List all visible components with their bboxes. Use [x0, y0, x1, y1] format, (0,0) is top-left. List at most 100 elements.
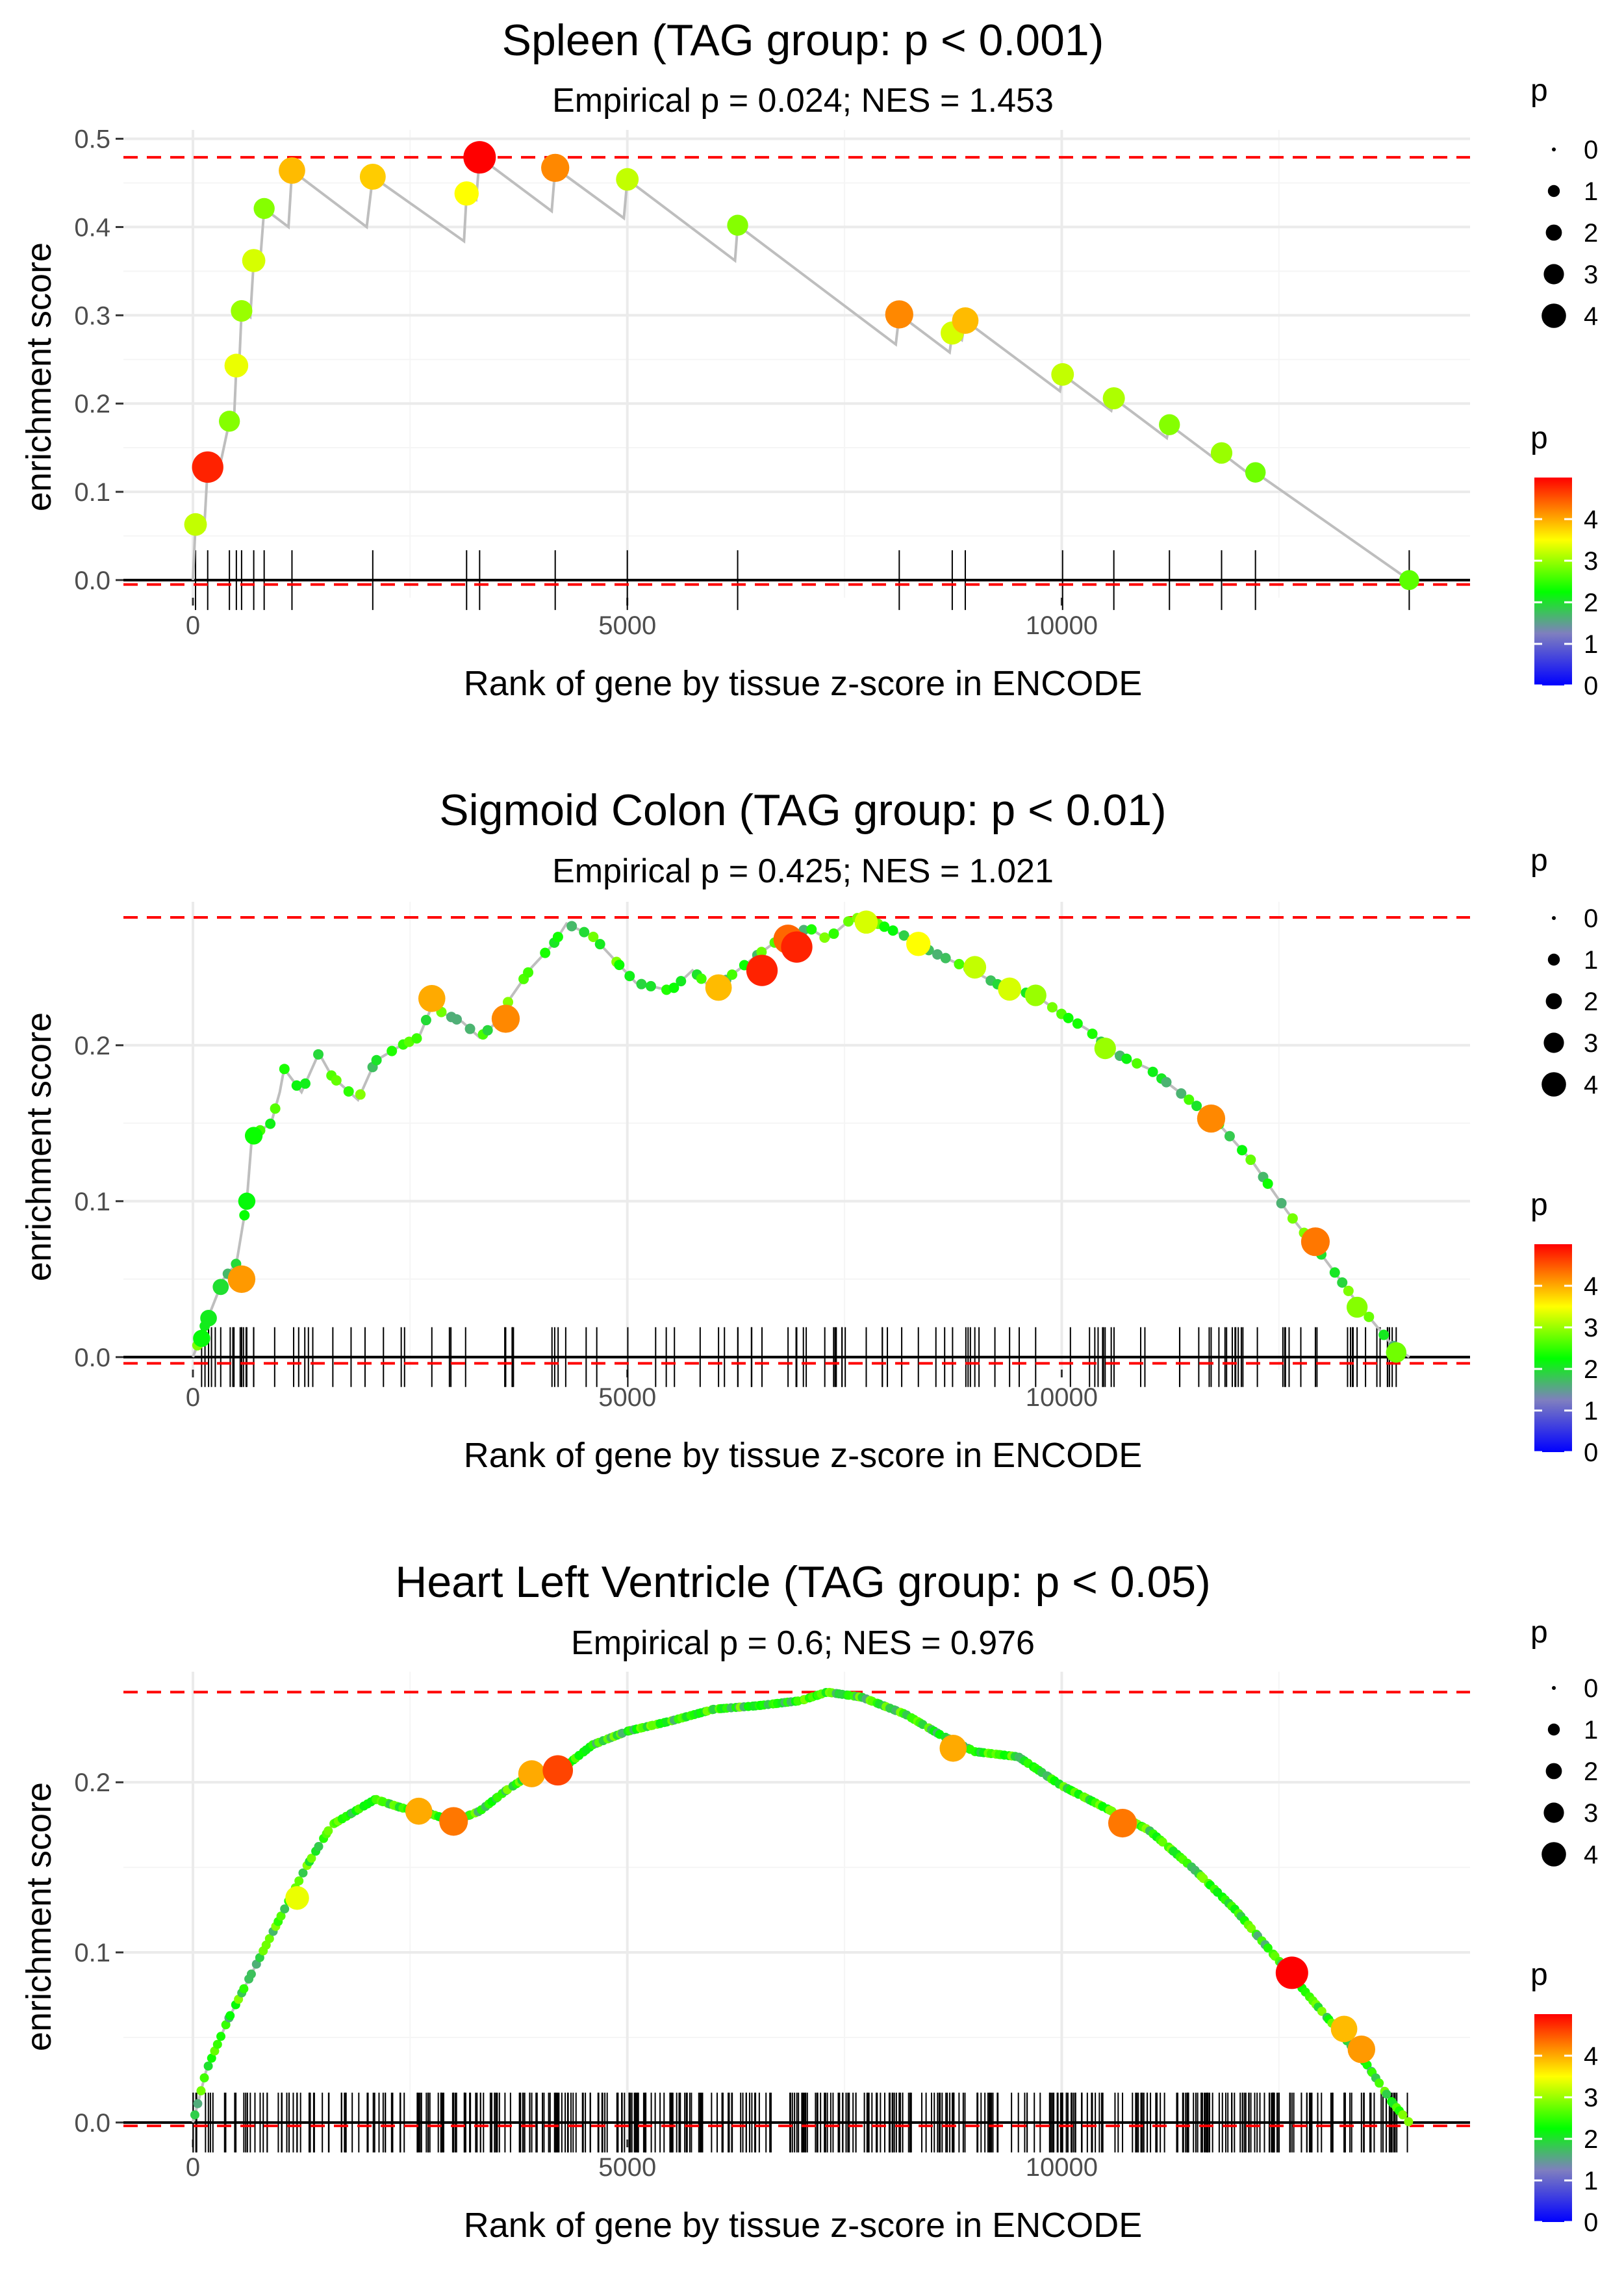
legend-color: p 4 3 2 1 0 — [1530, 1958, 1598, 2237]
x-tick-label: 5000 — [598, 1383, 656, 1412]
es-marker — [190, 2110, 199, 2120]
es-marker — [523, 967, 534, 978]
es-marker — [221, 2020, 231, 2030]
es-point — [885, 300, 913, 329]
legend-size-label: 2 — [1584, 219, 1598, 248]
legend-color-label: 0 — [1584, 1438, 1598, 1467]
es-marker — [464, 1023, 476, 1034]
es-marker — [668, 982, 679, 993]
legend-size-dot — [1547, 953, 1560, 966]
es-marker — [193, 2099, 203, 2108]
y-tick-label: 0.1 — [74, 1939, 110, 1967]
es-marker — [887, 925, 898, 936]
es-marker — [1404, 2117, 1414, 2127]
legend-colorbar — [1534, 1244, 1572, 1452]
legend-size-label: 4 — [1584, 1841, 1598, 1869]
es-marker — [645, 980, 656, 991]
legend-size-dot — [1543, 1032, 1564, 1053]
es-marker — [828, 928, 839, 939]
es-point — [1108, 1808, 1137, 1838]
es-marker — [270, 1103, 281, 1114]
es-point — [1024, 984, 1047, 1006]
legend-size-dot — [1542, 1072, 1566, 1097]
y-tick-label: 0.0 — [74, 2109, 110, 2138]
es-marker — [1063, 1012, 1074, 1023]
es-point — [1094, 1038, 1116, 1060]
es-marker — [387, 1045, 398, 1056]
es-path-markers — [192, 913, 1405, 1355]
y-tick-label: 0.2 — [74, 1032, 110, 1060]
es-marker — [411, 1033, 422, 1044]
legend-size-label: 0 — [1584, 136, 1598, 164]
legend-size-label: 4 — [1584, 302, 1598, 331]
es-point — [193, 1329, 210, 1348]
es-marker — [279, 1064, 290, 1075]
es-marker — [879, 921, 890, 932]
es-marker — [212, 2039, 222, 2049]
es-marker — [199, 2073, 209, 2083]
rug-marks — [192, 2092, 1408, 2153]
plot-area: 0.0 0.1 0.2 0.3 0.4 0.5 0 5000 10000 — [74, 125, 1470, 640]
es-point — [227, 1265, 256, 1294]
legend-color-title: p — [1530, 1958, 1548, 1992]
es-point — [854, 910, 878, 934]
legend-size-dot — [1542, 1842, 1566, 1867]
es-point — [463, 141, 496, 174]
es-point — [212, 1279, 229, 1296]
es-marker — [203, 2061, 213, 2071]
legend-size-dot — [1547, 185, 1560, 198]
es-point — [1159, 414, 1180, 435]
es-point — [200, 1309, 217, 1327]
legend-size-title: p — [1530, 843, 1548, 878]
es-marker — [1263, 1943, 1273, 1953]
es-point — [242, 249, 266, 272]
es-point — [1051, 363, 1074, 386]
es-marker — [355, 1089, 366, 1100]
legend-color-label: 1 — [1584, 1397, 1598, 1425]
es-marker — [196, 2086, 206, 2096]
es-marker — [280, 1904, 290, 1914]
es-point — [279, 157, 305, 184]
es-point — [1330, 2015, 1358, 2043]
legend-size-dot — [1552, 1686, 1556, 1690]
es-marker — [1047, 1002, 1058, 1013]
es-marker — [239, 1210, 250, 1221]
es-point — [705, 974, 732, 1001]
es-point — [1347, 2036, 1376, 2063]
legend-color-label: 2 — [1584, 1355, 1598, 1384]
es-point — [1346, 1296, 1368, 1318]
legend-color-label: 1 — [1584, 2167, 1598, 2195]
es-point — [439, 1807, 468, 1836]
x-tick-label: 5000 — [598, 611, 656, 640]
es-marker — [265, 1118, 276, 1129]
es-marker — [898, 930, 909, 941]
es-marker — [806, 924, 817, 935]
es-marker — [1224, 1131, 1235, 1142]
x-tick-label: 0 — [186, 611, 200, 640]
es-point — [616, 168, 639, 191]
es-point — [939, 1735, 967, 1762]
es-point — [454, 181, 479, 206]
legend-size-label: 0 — [1584, 904, 1598, 933]
es-point — [1386, 1342, 1407, 1363]
x-axis-title: Rank of gene by tissue z-score in ENCODE — [464, 1436, 1142, 1475]
legend-color-title: p — [1530, 1188, 1548, 1222]
es-marker — [307, 1854, 316, 1863]
legend-color: p 4 3 2 1 0 — [1530, 421, 1598, 700]
es-marker — [1398, 2110, 1408, 2120]
y-tick-label: 0.2 — [74, 1769, 110, 1797]
legend-size-dot — [1543, 264, 1564, 285]
es-point — [192, 451, 223, 483]
es-marker — [324, 1826, 333, 1835]
es-marker — [225, 2011, 235, 2021]
es-marker — [1176, 1088, 1187, 1099]
x-axis-title: Rank of gene by tissue z-score in ENCODE — [464, 2206, 1142, 2245]
es-marker — [1317, 2006, 1326, 2016]
legend-size-title: p — [1530, 73, 1548, 108]
legend-color: p 4 3 2 1 0 — [1530, 1188, 1598, 1467]
es-marker — [239, 1984, 249, 1993]
legend-size-label: 4 — [1584, 1071, 1598, 1099]
es-point — [1102, 387, 1125, 410]
es-point — [491, 1004, 520, 1033]
es-point — [727, 214, 748, 236]
